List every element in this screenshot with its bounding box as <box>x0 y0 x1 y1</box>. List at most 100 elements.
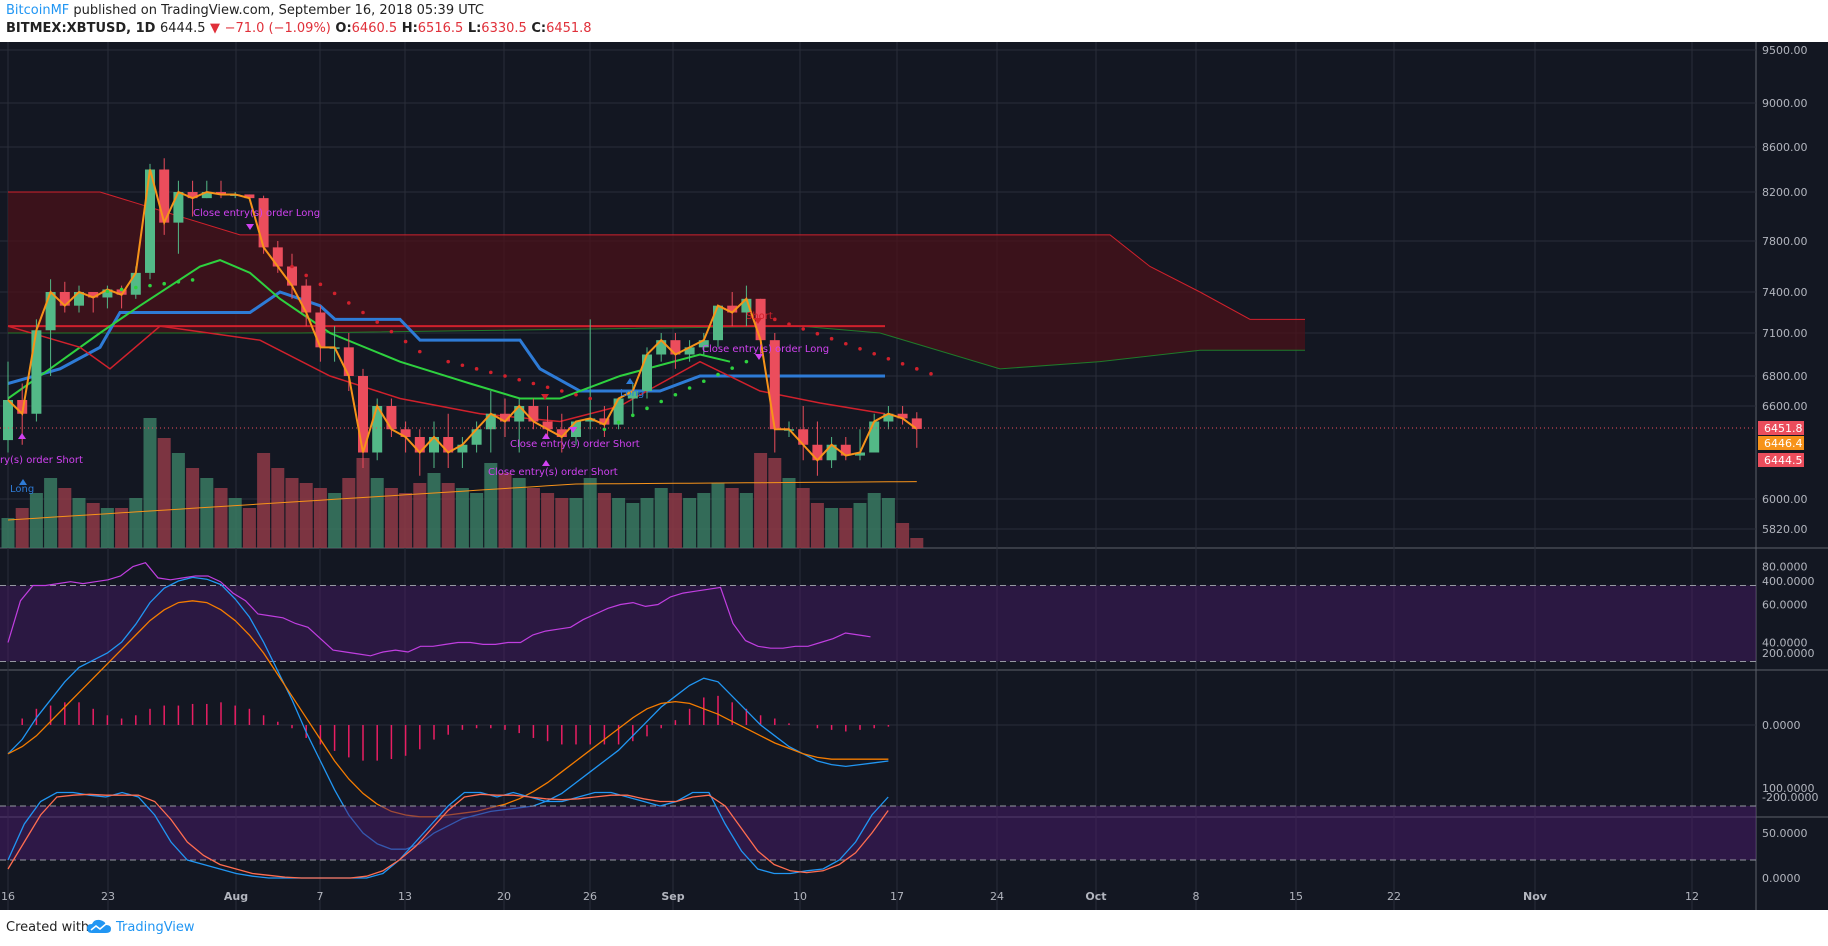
price-label: 6444.5 <box>1764 454 1803 467</box>
price-axis-background <box>1756 42 1828 910</box>
candle-body <box>514 406 525 422</box>
sar-dot <box>886 357 891 361</box>
last-price: 6444.5 <box>160 21 206 36</box>
stoch-tick-label: 50.0000 <box>1762 827 1808 840</box>
candle-body <box>400 429 411 437</box>
candle <box>88 292 99 313</box>
author-link[interactable]: BitcoinMF <box>6 3 70 18</box>
candle-body <box>528 406 539 422</box>
price-tick-label: 5820.00 <box>1762 523 1808 536</box>
candle-body <box>911 418 922 429</box>
volume-bar <box>399 493 413 548</box>
candle <box>727 292 738 327</box>
candle <box>713 305 723 348</box>
tradingview-brand[interactable]: TradingView <box>116 920 195 935</box>
time-tick-label: 8 <box>1193 890 1200 903</box>
candle <box>599 406 610 437</box>
candle <box>74 285 84 313</box>
candle-body <box>31 330 42 414</box>
chart-header: BitcoinMF published on TradingView.com, … <box>0 0 1828 42</box>
volume-bar <box>214 488 228 548</box>
price-tick-label: 9500.00 <box>1762 44 1808 57</box>
sar-dot <box>773 317 777 322</box>
price-tick-label: 7800.00 <box>1762 235 1808 248</box>
sar-dot <box>900 362 905 366</box>
volume-bar <box>867 493 881 548</box>
chart-canvas[interactable]: 9500.009000.008600.008200.007800.007400.… <box>0 42 1828 910</box>
candle-body <box>698 340 709 348</box>
price-tick-label: 9000.00 <box>1762 97 1808 110</box>
candle <box>485 391 496 453</box>
candle-body <box>45 292 56 331</box>
candle-body <box>187 192 198 199</box>
sar-dot <box>389 329 394 334</box>
candle-body <box>556 429 567 437</box>
volume-bar <box>257 453 271 548</box>
time-tick-label: Aug <box>224 890 248 903</box>
volume-bar <box>1 518 15 548</box>
candle <box>855 429 865 461</box>
sar-dot <box>602 427 607 432</box>
candle-body <box>372 406 383 453</box>
sar-dot <box>318 282 323 287</box>
candle-body <box>17 400 28 414</box>
candle-body <box>74 292 84 306</box>
price-label: 6446.4 <box>1764 437 1803 450</box>
volume-bar <box>555 498 569 548</box>
volume-bar <box>157 438 171 548</box>
volume-bar <box>640 498 654 548</box>
candle <box>443 413 454 468</box>
price-tick-label: 6000.00 <box>1762 493 1808 506</box>
candle-body <box>642 354 652 391</box>
candle-body <box>272 247 283 267</box>
signal-annotation: Close entry(s) order Short <box>488 467 618 478</box>
sar-dot <box>190 278 195 282</box>
price-tick-label: 7400.00 <box>1762 286 1808 299</box>
close-price-line <box>7 169 918 462</box>
signal-annotation: Long <box>620 388 644 399</box>
time-tick-label: 16 <box>1 890 15 903</box>
volume-bar <box>370 478 384 548</box>
price-label: 6451.8 <box>1764 422 1803 435</box>
candle <box>145 163 155 280</box>
sar-dot <box>119 287 124 292</box>
stoch-band <box>0 806 1756 860</box>
rsi-band <box>0 585 1756 662</box>
sar-dot <box>148 283 152 288</box>
stoch-tick-label: 100.0000 <box>1762 782 1815 795</box>
publish-info: published on TradingView.com, September … <box>69 3 484 18</box>
candle <box>826 437 837 468</box>
sar-dot <box>361 310 365 315</box>
volume-bar <box>427 473 441 548</box>
macd-tick-label: 0.0000 <box>1762 719 1801 732</box>
ohlc-line: BITMEX:XBTUSD, 1D 6444.5 ▼ −71.0 (−1.09%… <box>6 21 592 36</box>
volume-bar <box>498 473 512 548</box>
candle-body <box>500 413 510 422</box>
volume-bar <box>328 493 342 548</box>
signal-arrow-icon <box>542 433 550 439</box>
sar-dot <box>460 363 465 368</box>
candle-body <box>429 437 439 453</box>
volume-bar <box>484 463 498 548</box>
volume-bar <box>725 488 739 548</box>
signal-annotation: ry(s) order Short <box>0 455 83 466</box>
volume-bar <box>86 503 100 548</box>
candle-body <box>159 169 170 223</box>
sar-dot <box>105 289 110 294</box>
candle-body <box>173 192 184 223</box>
volume-bar <box>15 508 29 548</box>
time-tick-label: Sep <box>661 890 684 903</box>
candle-body <box>443 437 454 453</box>
sar-dot <box>134 285 138 290</box>
candle-body <box>684 347 695 355</box>
candle <box>301 279 312 327</box>
stoch-tick-label: 0.0000 <box>1762 872 1801 885</box>
volume-bar <box>299 483 313 548</box>
candle-body <box>116 289 127 295</box>
time-tick-label: 24 <box>990 890 1004 903</box>
volume-bar <box>881 498 895 548</box>
candle-body <box>571 421 581 437</box>
sar-dot <box>716 372 720 377</box>
signal-annotation: Close entry(s) order Long <box>193 208 320 219</box>
time-tick-label: 23 <box>101 890 115 903</box>
